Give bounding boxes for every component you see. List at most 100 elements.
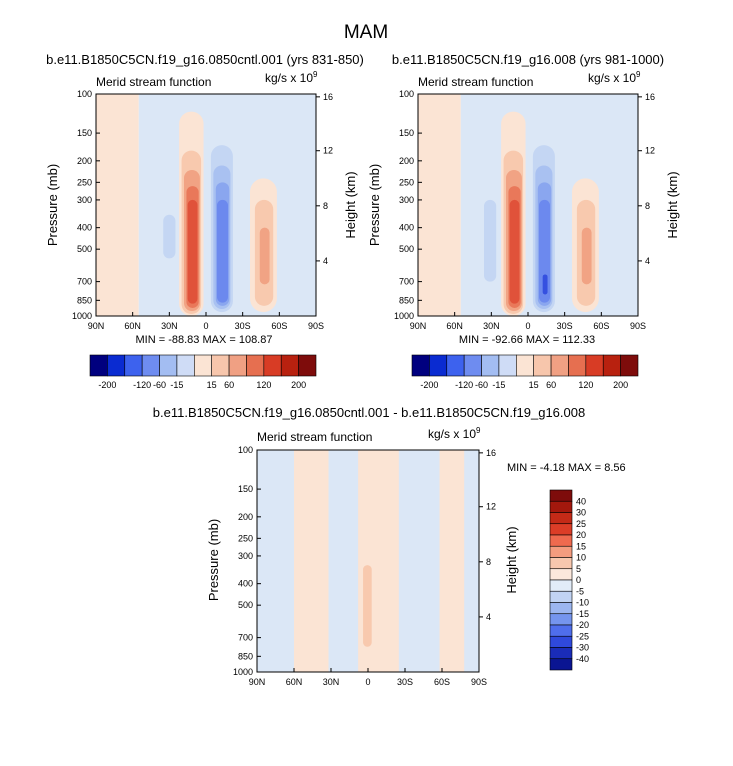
y-tick-label: 850	[399, 295, 414, 305]
panel-units: kg/s x 109	[265, 70, 318, 85]
colorbar-box	[549, 545, 573, 558]
y-tick-label: 150	[399, 128, 414, 138]
colorbar-box	[549, 647, 573, 660]
colorbar-label: -20	[576, 620, 589, 630]
x-tick-label: 60N	[446, 321, 463, 331]
colorbar-box	[446, 354, 465, 377]
contour-cell	[484, 199, 497, 282]
y-tick-label: 300	[238, 551, 253, 561]
y-right-tick-label: 12	[323, 146, 333, 156]
colorbar-box	[211, 354, 230, 377]
x-tick-label: 30S	[557, 321, 573, 331]
colorbar-box	[549, 523, 573, 536]
colorbar-label: -25	[576, 631, 589, 641]
y-tick-label: 1000	[394, 311, 414, 321]
y-tick-label: 300	[77, 195, 92, 205]
colorbar-box	[568, 354, 587, 377]
x-tick-label: 30S	[397, 677, 413, 687]
y-axis-label: Pressure (mb)	[45, 164, 60, 246]
colorbar-label: 200	[613, 380, 628, 390]
contour-cell	[187, 199, 198, 304]
y-right-tick-label: 4	[645, 256, 650, 266]
y-tick-label: 200	[238, 512, 253, 522]
x-tick-label: 90S	[630, 321, 646, 331]
colorbar-label: 15	[207, 380, 217, 390]
colorbar-label: 0	[576, 575, 581, 585]
panel-top-right: b.e11.B1850C5CN.f19_g16.008 (yrs 981-100…	[367, 52, 680, 390]
colorbar-label: -40	[576, 654, 589, 664]
colorbar-box	[411, 354, 430, 377]
colorbar-box	[159, 354, 178, 377]
colorbar-box	[549, 590, 573, 603]
colorbar-box	[89, 354, 108, 377]
colorbar-box	[280, 354, 299, 377]
contour-cell	[542, 274, 548, 295]
figure-title: MAM	[344, 22, 388, 43]
colorbar-box	[549, 579, 573, 592]
colorbar-box	[533, 354, 552, 377]
y-axis-right-label: Height (km)	[343, 171, 358, 238]
y-tick-label: 100	[238, 445, 253, 455]
x-tick-label: 90N	[88, 321, 105, 331]
colorbar-label: -60	[153, 380, 166, 390]
contour-cell	[439, 450, 465, 672]
colorbar-label: 60	[546, 380, 556, 390]
x-tick-label: 60S	[593, 321, 609, 331]
x-tick-label: 30N	[161, 321, 178, 331]
y-right-tick-label: 8	[645, 201, 650, 211]
y-tick-label: 850	[77, 295, 92, 305]
colorbar-label: -5	[576, 586, 584, 596]
colorbar-box	[549, 658, 573, 671]
x-tick-label: 90S	[471, 677, 487, 687]
colorbar-box	[549, 624, 573, 637]
colorbar-box	[263, 354, 282, 377]
colorbar-box	[549, 512, 573, 525]
colorbar-box	[549, 602, 573, 615]
y-right-tick-label: 8	[323, 201, 328, 211]
panel-subtitle-left: Merid stream function	[418, 75, 533, 89]
contour-cell	[418, 94, 461, 316]
y-tick-label: 500	[238, 600, 253, 610]
colorbar: -200 -120 -60 -15 15 60 120 200	[89, 354, 317, 390]
contour-cell	[363, 565, 372, 647]
colorbar-label: -30	[576, 643, 589, 653]
contour-cell	[509, 199, 520, 304]
colorbar-label: -15	[170, 380, 183, 390]
colorbar-label: -10	[576, 598, 589, 608]
colorbar-label: 5	[576, 564, 581, 574]
panel-title: b.e11.B1850C5CN.f19_g16.008 (yrs 981-100…	[392, 52, 664, 67]
colorbar-box	[549, 489, 573, 502]
colorbar-label: 25	[576, 519, 586, 529]
panel-difference: b.e11.B1850C5CN.f19_g16.0850cntl.001 - b…	[153, 405, 626, 687]
y-tick-label: 150	[238, 484, 253, 494]
y-axis-right-label: Height (km)	[665, 171, 680, 238]
plot-area: 100 150 200 250 300 400 500 700 850 1000 16 12 8 4 90N…	[394, 89, 655, 331]
y-tick-label: 1000	[72, 311, 92, 321]
y-right-tick-label: 8	[486, 557, 491, 567]
colorbar-box	[549, 500, 573, 513]
colorbar-label: 60	[224, 380, 234, 390]
x-tick-label: 90N	[410, 321, 427, 331]
y-tick-label: 200	[77, 156, 92, 166]
plot-area: 100 150 200 250 300 400 500 700 850 1000 16 12 8 4 90N…	[72, 89, 333, 331]
colorbar-label: -15	[576, 609, 589, 619]
colorbar-box	[585, 354, 604, 377]
colorbar-label: -200	[98, 380, 116, 390]
y-axis-label: Pressure (mb)	[206, 519, 221, 601]
contour-cell	[294, 450, 329, 672]
colorbar-box	[549, 557, 573, 570]
x-tick-label: 90S	[308, 321, 324, 331]
x-tick-label: 60N	[286, 677, 303, 687]
x-tick-label: 60S	[434, 677, 450, 687]
contour-cell	[163, 214, 176, 259]
panel-subtitle-left: Merid stream function	[257, 430, 372, 444]
colorbar-box	[107, 354, 126, 377]
colorbar-box	[228, 354, 247, 377]
colorbar-box	[298, 354, 317, 377]
y-tick-label: 1000	[233, 667, 253, 677]
colorbar-box	[246, 354, 265, 377]
y-right-tick-label: 16	[486, 448, 496, 458]
y-right-tick-label: 16	[323, 92, 333, 102]
y-tick-label: 250	[77, 177, 92, 187]
